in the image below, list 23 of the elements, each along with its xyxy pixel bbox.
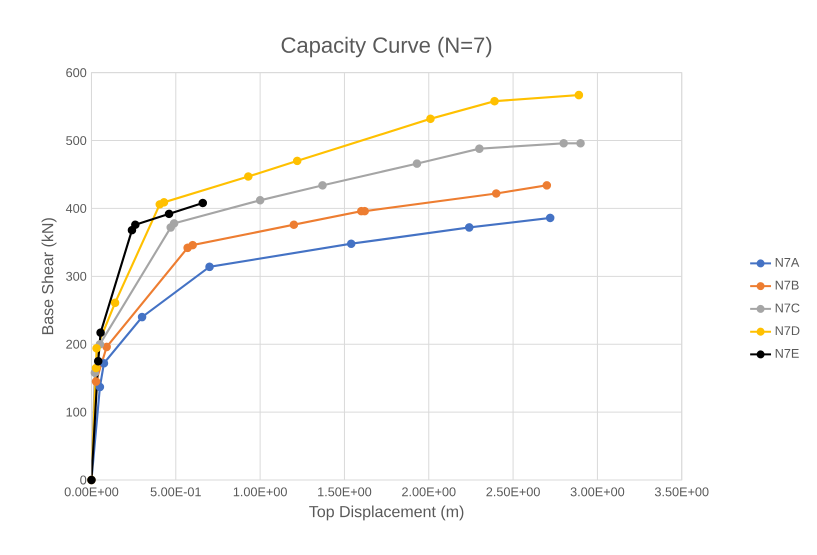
legend-label: N7B xyxy=(776,280,799,290)
x-tick-label: 0.00E+00 xyxy=(64,487,118,496)
y-tick-label: 400 xyxy=(66,204,86,213)
x-tick-label: 2.00E+00 xyxy=(402,487,456,496)
y-tick-label: 500 xyxy=(66,136,86,146)
x-tick-label: 3.50E+00 xyxy=(654,487,709,496)
y-tick-label: 300 xyxy=(66,272,86,281)
x-tick-label: 5.00E-01 xyxy=(150,487,201,496)
legend-label: N7A xyxy=(776,258,800,267)
y-tick-label: 600 xyxy=(66,68,86,78)
y-tick-label: 0 xyxy=(80,476,86,484)
x-tick-label: 3.00E+00 xyxy=(570,487,624,496)
x-tick-label: 2.50E+00 xyxy=(486,487,540,496)
y-tick-label: 200 xyxy=(66,340,86,349)
legend-label: N7C xyxy=(776,303,800,312)
x-tick-label: 1.00E+00 xyxy=(234,487,287,496)
chart-title: Capacity Curve (N=7) xyxy=(282,36,492,58)
y-tick-label: 100 xyxy=(66,408,86,417)
x-axis-title: Top Displacement (m) xyxy=(309,505,464,520)
legend-label: N7E xyxy=(776,349,799,358)
legend-label: N7D xyxy=(776,326,800,336)
x-tick-label: 1.50E+00 xyxy=(318,487,372,496)
y-axis-title: Base Shear (kN) xyxy=(42,218,56,334)
